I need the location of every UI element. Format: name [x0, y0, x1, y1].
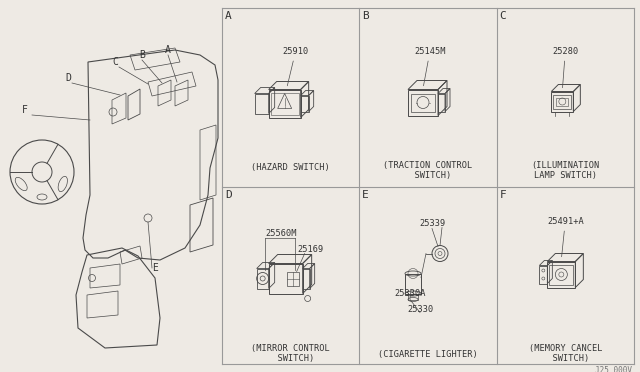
Text: 25339: 25339 [419, 218, 445, 228]
Text: B: B [362, 11, 369, 21]
Text: (TRACTION CONTROL
  SWITCH): (TRACTION CONTROL SWITCH) [383, 161, 472, 180]
Text: (ILLUMINATION
LAMP SWITCH): (ILLUMINATION LAMP SWITCH) [531, 161, 600, 180]
Text: E: E [362, 190, 369, 200]
Text: 25491+A: 25491+A [547, 217, 584, 257]
Text: (CIGARETTE LIGHTER): (CIGARETTE LIGHTER) [378, 350, 478, 359]
Text: J25 000V: J25 000V [595, 366, 632, 372]
Text: F: F [500, 190, 506, 200]
Text: (MEMORY CANCEL
  SWITCH): (MEMORY CANCEL SWITCH) [529, 344, 602, 363]
Text: A: A [165, 45, 171, 55]
Text: 25169: 25169 [298, 244, 324, 253]
Text: 25910: 25910 [282, 46, 308, 86]
Text: D: D [225, 190, 232, 200]
Text: D: D [65, 73, 71, 83]
Text: 25280: 25280 [552, 46, 579, 88]
Text: (MIRROR CONTROL
  SWITCH): (MIRROR CONTROL SWITCH) [252, 344, 330, 363]
Text: F: F [22, 105, 28, 115]
Text: B: B [139, 50, 145, 60]
Text: 25330: 25330 [407, 305, 433, 314]
Text: C: C [112, 57, 118, 67]
Text: (HAZARD SWITCH): (HAZARD SWITCH) [252, 163, 330, 172]
Text: A: A [225, 11, 232, 21]
Text: 25560M: 25560M [265, 228, 296, 237]
Text: 25330A: 25330A [394, 289, 426, 298]
Text: 25145M: 25145M [414, 46, 445, 86]
Text: E: E [152, 263, 158, 273]
Text: C: C [500, 11, 506, 21]
